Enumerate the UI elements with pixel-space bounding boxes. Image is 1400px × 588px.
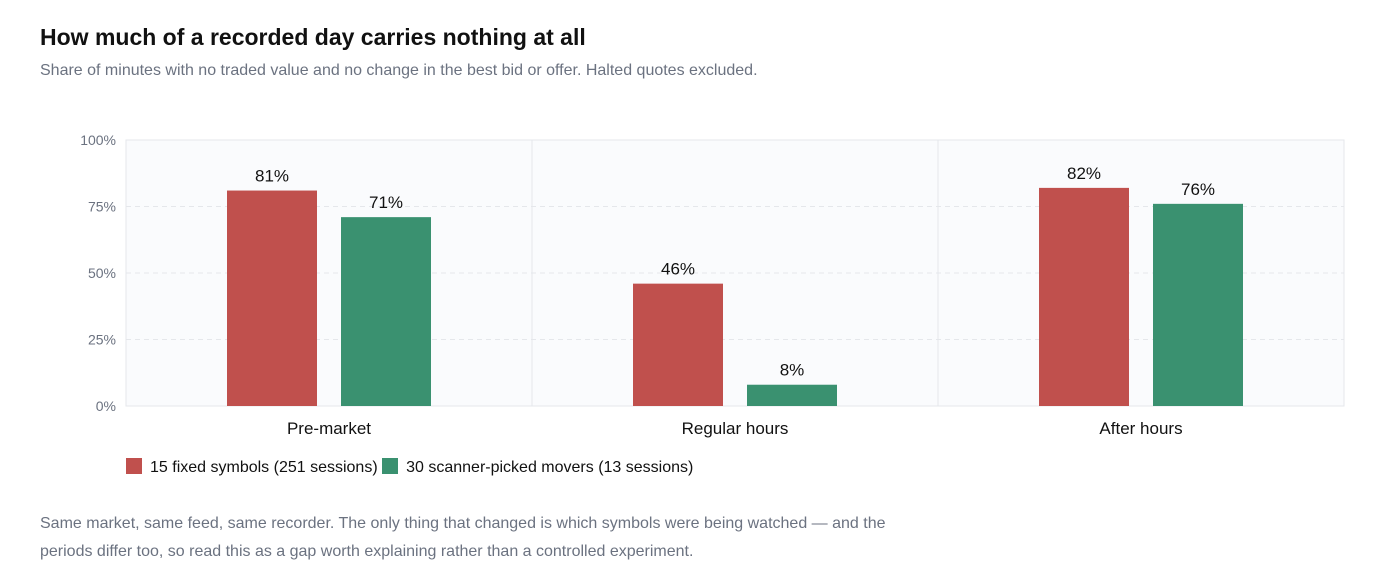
x-category-label-regular-hours: Regular hours (682, 419, 789, 438)
x-category-label-after-hours: After hours (1099, 419, 1182, 438)
bar-pre-market-series-2 (341, 217, 431, 406)
legend-swatch-scanner-movers (382, 458, 399, 474)
data-label-after-hours-series-2: 76% (1181, 180, 1215, 199)
bar-after-hours-series-1 (1039, 187, 1129, 406)
y-tick-label-100: 100% (80, 132, 116, 148)
bar-regular-hours-series-1 (633, 283, 723, 406)
bar-regular-hours-series-2 (747, 384, 837, 406)
bar-chart: 0% 25% 50% 75% 100% 81% 71% 46% 8% 82% 76% Pre-ma… (80, 132, 1345, 438)
footnote: Same market, same feed, same recorder. T… (40, 515, 886, 560)
chart-subtitle: Share of minutes with no traded value an… (40, 62, 758, 79)
data-label-pre-market-series-2: 71% (369, 193, 403, 212)
legend-item-fixed-symbols: 15 fixed symbols (251 sessions) (126, 458, 378, 477)
bar-after-hours-series-2 (1153, 203, 1243, 406)
legend-label-scanner-movers: 30 scanner-picked movers (13 sessions) (406, 459, 694, 476)
bar-pre-market-series-1 (227, 190, 317, 406)
data-label-pre-market-series-1: 81% (255, 167, 289, 186)
y-tick-label-75: 75% (88, 199, 116, 215)
data-label-regular-hours-series-1: 46% (661, 260, 695, 279)
legend-item-scanner-movers: 30 scanner-picked movers (13 sessions) (382, 458, 693, 477)
data-label-after-hours-series-1: 82% (1067, 164, 1101, 183)
chart-legend: 15 fixed symbols (251 sessions) 30 scann… (126, 458, 693, 477)
y-tick-label-50: 50% (88, 265, 116, 281)
y-tick-label-25: 25% (88, 332, 116, 348)
x-category-label-pre-market: Pre-market (287, 419, 371, 438)
chart-title: How much of a recorded day carries nothi… (40, 24, 586, 50)
legend-label-fixed-symbols: 15 fixed symbols (251 sessions) (150, 459, 378, 476)
legend-swatch-fixed-symbols (126, 458, 142, 474)
y-tick-label-0: 0% (96, 398, 116, 414)
data-label-regular-hours-series-2: 8% (780, 361, 805, 380)
